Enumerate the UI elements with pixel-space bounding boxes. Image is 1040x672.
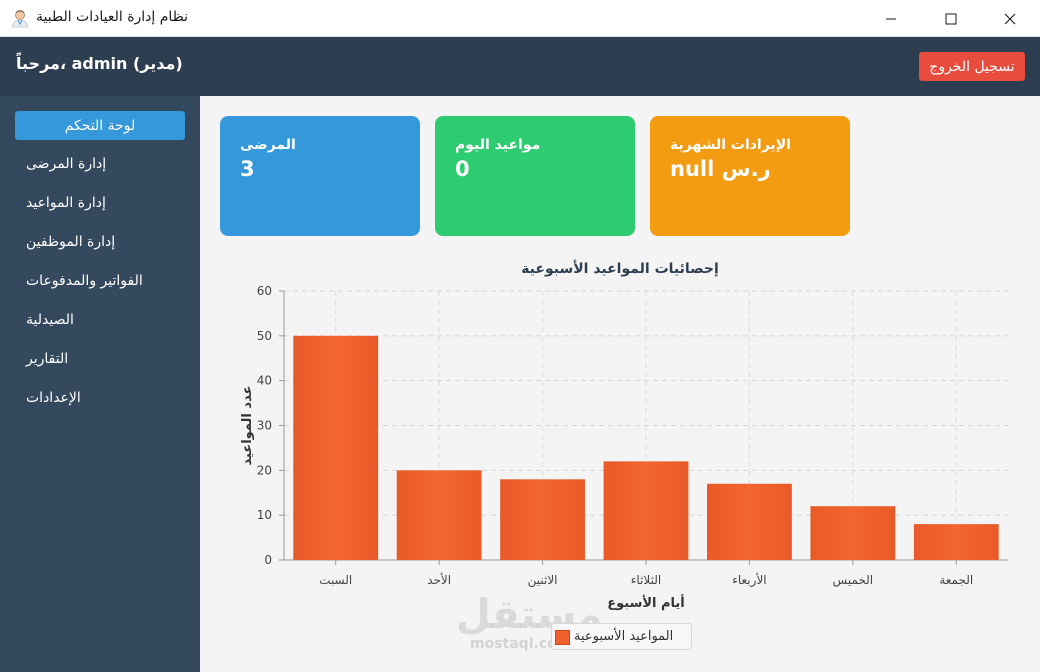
- x-tick-label: الجمعة: [939, 573, 973, 587]
- legend-label: المواعيد الأسبوعية: [574, 629, 674, 644]
- bar: [913, 524, 999, 560]
- bar: [396, 470, 482, 560]
- app-header: مرحباً، admin (مدير) تسجيل الخروج: [0, 37, 1040, 96]
- x-tick-label: الأحد: [427, 572, 451, 587]
- chart-legend: المواعيد الأسبوعية: [551, 623, 692, 650]
- x-tick-label: الاثنين: [528, 573, 558, 588]
- sidebar-item-pharmacy[interactable]: الصيدلية: [26, 312, 74, 328]
- bar: [293, 335, 379, 560]
- minimize-button[interactable]: [868, 0, 914, 37]
- y-tick-label: 30: [257, 419, 272, 433]
- weekly-appointments-chart: 0 10 20 30 40 50 60 السبت الأحد الاثنين الثلاثاء ال…: [220, 255, 1020, 665]
- x-tick-label: السبت: [319, 573, 352, 587]
- maximize-button[interactable]: [928, 0, 974, 37]
- x-tick-label: الخميس: [833, 573, 874, 588]
- logout-button[interactable]: تسجيل الخروج: [919, 52, 1025, 81]
- bar: [810, 506, 896, 560]
- x-tick-label: الأربعاء: [732, 572, 766, 588]
- card-label: المرضى: [240, 137, 296, 153]
- chart-canvas: 0 10 20 30 40 50 60 السبت الأحد الاثنين الثلاثاء ال…: [240, 284, 1008, 611]
- bar: [500, 479, 585, 560]
- patients-card: المرضى 3: [220, 116, 420, 236]
- card-label: الإيرادات الشهرية: [670, 137, 791, 153]
- card-value: 3: [240, 157, 255, 181]
- y-axis-label: عدد المواعيد: [240, 386, 255, 466]
- card-label: مواعيد اليوم: [455, 137, 541, 153]
- y-tick-label: 40: [257, 374, 272, 388]
- welcome-text: مرحباً، admin (مدير): [16, 54, 183, 73]
- window-title: نظام إدارة العيادات الطبية: [36, 9, 189, 25]
- today-appointments-card: مواعيد اليوم 0: [435, 116, 635, 236]
- x-tick-label: الثلاثاء: [631, 573, 661, 587]
- sidebar-item-patients[interactable]: إدارة المرضى: [26, 156, 107, 172]
- y-tick-label: 60: [257, 284, 272, 298]
- sidebar: لوحة التحكم إدارة المرضى إدارة المواعيد …: [0, 96, 200, 672]
- sidebar-item-appointments[interactable]: إدارة المواعيد: [26, 195, 106, 211]
- window-titlebar: نظام إدارة العيادات الطبية: [0, 0, 1040, 37]
- y-tick-label: 20: [257, 463, 272, 477]
- bar: [707, 483, 792, 560]
- sidebar-item-settings[interactable]: الإعدادات: [26, 390, 81, 406]
- doctor-avatar-icon: [10, 8, 30, 28]
- close-button[interactable]: [987, 0, 1033, 37]
- x-axis-label: أيام الأسبوع: [607, 594, 685, 611]
- sidebar-item-dashboard[interactable]: لوحة التحكم: [15, 111, 185, 140]
- sidebar-item-billing[interactable]: الفواتير والمدفوعات: [26, 273, 143, 289]
- monthly-revenue-card: الإيرادات الشهرية null ر.س: [650, 116, 850, 236]
- sidebar-item-reports[interactable]: التقارير: [26, 351, 69, 367]
- sidebar-item-staff[interactable]: إدارة الموظفين: [26, 234, 116, 250]
- y-tick-label: 10: [257, 508, 272, 522]
- chart-title: إحصائيات المواعيد الأسبوعية: [521, 261, 719, 277]
- legend-swatch: [555, 630, 570, 645]
- y-tick-label: 50: [257, 329, 272, 343]
- y-tick-label: 0: [264, 553, 272, 567]
- card-value: null ر.س: [670, 157, 771, 181]
- card-value: 0: [455, 157, 470, 181]
- bar: [603, 461, 689, 560]
